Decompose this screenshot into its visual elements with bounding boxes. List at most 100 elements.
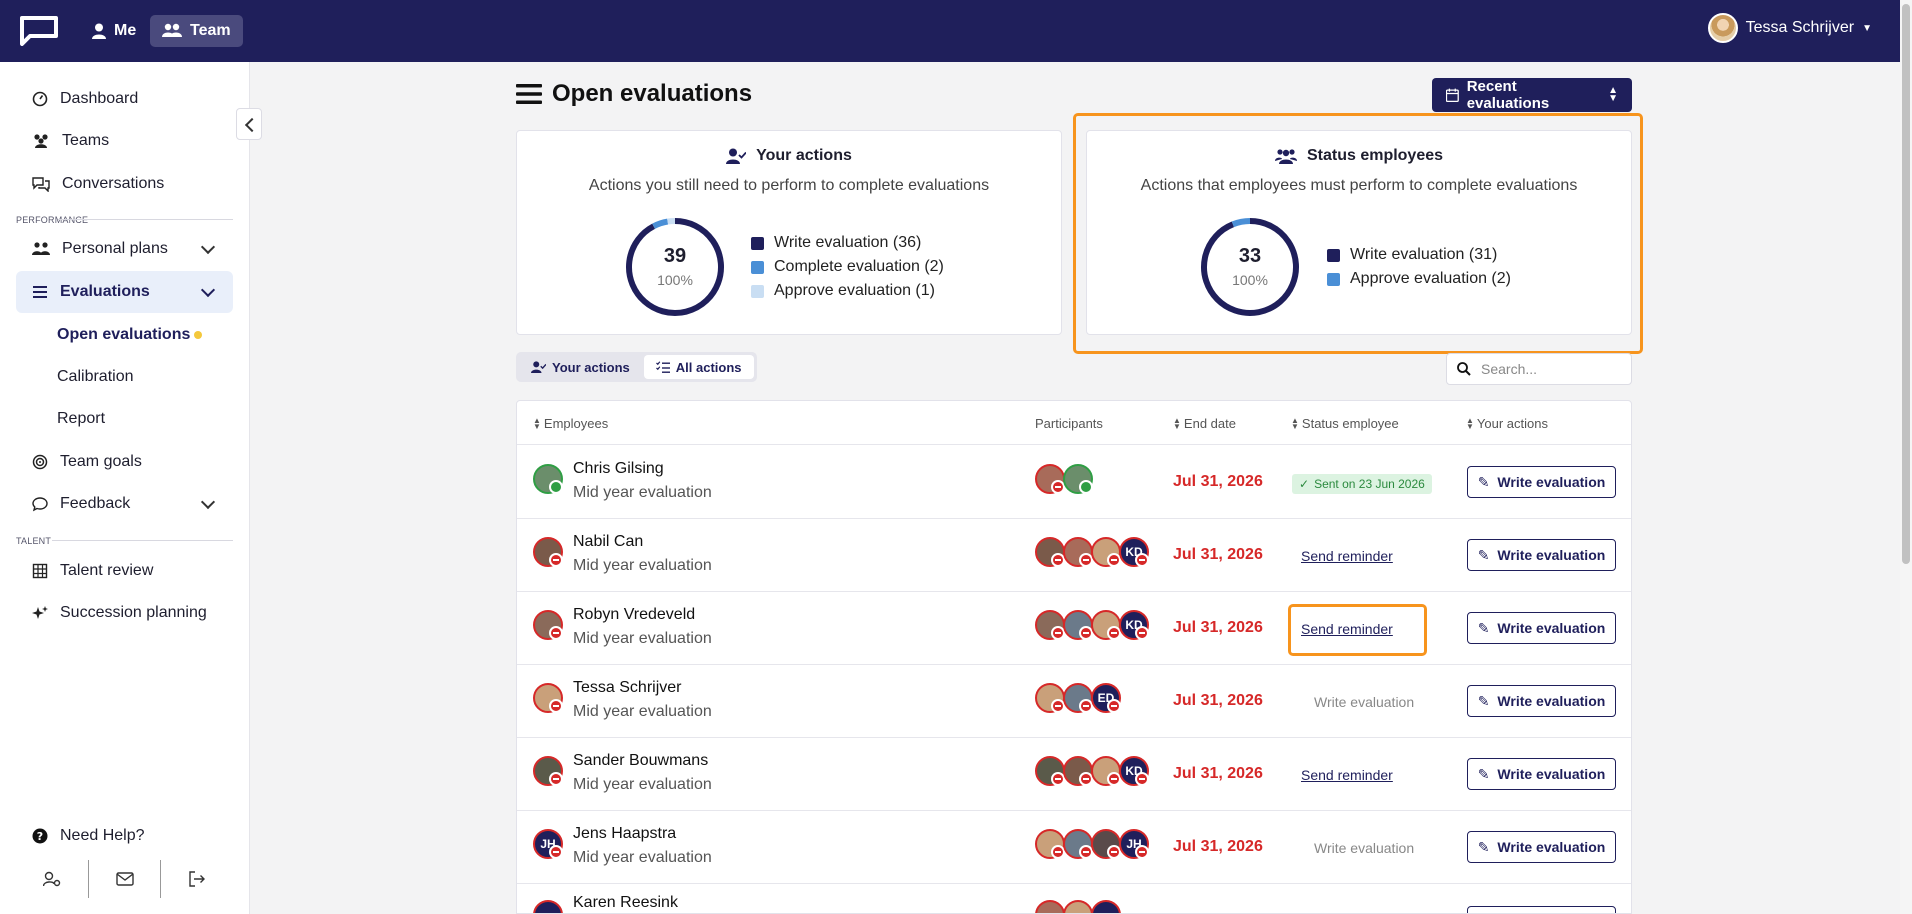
minus-badge-icon [549,626,563,640]
user-menu[interactable]: Tessa Schrijver ▼ [1707,13,1872,43]
highlight-frame [1073,113,1643,354]
nav-me-button[interactable]: Me [80,15,148,47]
feedback-icon [32,497,48,512]
sidebar-item-label: Personal plans [62,240,168,257]
tab-your-actions[interactable]: Your actions [519,355,642,379]
check-badge-icon [1079,480,1093,494]
sidebar-item-evaluations[interactable]: Evaluations [16,271,233,313]
employee-name[interactable]: Robyn Vredeveld [573,606,696,623]
collapse-sidebar-button[interactable] [236,108,262,140]
write-evaluation-button[interactable]: ✎ Write evaluation [1467,758,1616,790]
your-actions-card: Your actions Actions you still need to p… [516,130,1062,335]
column-header-status-employee[interactable]: ▲ ▼ Status employee [1291,416,1399,431]
avatar [1091,610,1121,640]
write-evaluation-button[interactable]: ✎ Write evaluation [1467,685,1616,717]
table-row[interactable]: Karen Reesink [517,884,1631,913]
legend-swatch [1327,248,1340,262]
table-row[interactable]: Sander Bouwmans Mid year evaluation KD J… [517,738,1631,811]
table-row[interactable]: Nabil Can Mid year evaluation KD Jul 31,… [517,519,1631,592]
table-row[interactable]: Chris Gilsing Mid year evaluation Jul 31… [517,446,1631,519]
highlight-frame [1288,604,1427,656]
sidebar-item-feedback[interactable]: Feedback [16,483,233,525]
scrollbar-thumb[interactable] [1902,4,1910,564]
sidebar-subitem-report[interactable]: Report [57,410,106,427]
sidebar-item-dashboard[interactable]: Dashboard [16,78,233,120]
minus-badge-icon [1051,699,1065,713]
avatar: KD [1119,610,1149,640]
employee-name[interactable]: Karen Reesink [573,894,678,911]
end-date: Jul 31, 2026 [1173,692,1263,709]
employee-name[interactable]: Nabil Can [573,533,644,550]
write-evaluation-button[interactable] [1467,906,1616,913]
page-title: Open evaluations [516,80,752,108]
messages-button[interactable] [89,860,162,898]
table-row[interactable]: Robyn Vredeveld Mid year evaluation KD J… [517,592,1631,665]
column-header-your-actions[interactable]: ▲ ▼ Your actions [1466,416,1548,431]
column-header-end-date[interactable]: ▲ ▼ End date [1173,416,1236,431]
section-label-performance: PERFORMANCE [16,215,89,225]
write-evaluation-button[interactable]: ✎ Write evaluation [1467,539,1616,571]
logout-button[interactable] [161,860,233,898]
app-logo-icon[interactable] [16,14,60,46]
minus-badge-icon [1135,845,1149,859]
button-label: Write evaluation [1497,547,1606,563]
legend-label: Complete evaluation (2) [774,258,944,275]
evaluation-type: Mid year evaluation [573,484,712,501]
send-reminder-link[interactable]: Send reminder [1301,767,1393,783]
sidebar-item-label: Teams [62,132,110,149]
avatar [1035,756,1065,786]
send-reminder-link[interactable]: Send reminder [1301,548,1393,564]
personal-plans-icon [32,242,50,255]
sort-icon: ▲ ▼ [1173,415,1181,431]
status-text: Write evaluation [1314,694,1415,710]
profile-settings-button[interactable] [16,860,89,898]
table-row[interactable]: JH Jens Haapstra Mid year evaluation JH … [517,811,1631,884]
search-input[interactable]: Search... [1446,353,1632,385]
sidebar-subitem-calibration[interactable]: Calibration [57,368,134,385]
employee-name[interactable]: Tessa Schrijver [573,679,682,696]
need-help-link[interactable]: ? Need Help? [16,815,233,857]
write-evaluation-button[interactable]: ✎ Write evaluation [1467,612,1616,644]
avatar: JH [533,829,563,859]
table-row[interactable]: Tessa Schrijver Mid year evaluation ED J… [517,665,1631,738]
sidebar-item-teams[interactable]: Teams [16,120,233,162]
check-icon: ✓ [1299,477,1310,491]
sidebar-item-team-goals[interactable]: Team goals [16,441,233,483]
teams-icon [34,134,48,148]
write-evaluation-button[interactable]: ✎ Write evaluation [1467,466,1616,498]
avatar [1707,13,1738,43]
minus-badge-icon [1051,772,1065,786]
scrollbar[interactable] [1900,0,1912,914]
donut-total: 39 [663,245,687,267]
sidebar-item-conversations[interactable]: Conversations [16,163,233,205]
tab-all-actions[interactable]: All actions [643,355,754,379]
employee-name[interactable]: Jens Haapstra [573,825,677,842]
sidebar-item-label: Talent review [60,562,154,579]
send-reminder-link[interactable]: Send reminder [1301,621,1393,637]
minus-badge-icon [1135,553,1149,567]
employee-name[interactable]: Chris Gilsing [573,460,664,477]
avatar [533,537,563,567]
sidebar-item-talent-review[interactable]: Talent review [16,550,233,592]
recent-evaluations-label: Recent evaluations [1466,78,1550,112]
sidebar-item-personal-plans[interactable]: Personal plans [16,228,233,270]
avatar [1063,610,1093,640]
recent-evaluations-select[interactable]: Recent evaluations ▲ ▼ [1432,78,1632,112]
avatar: KD [1119,537,1149,567]
minus-badge-icon [1107,553,1121,567]
employee-name[interactable]: Sander Bouwmans [573,752,709,769]
avatar: ED [1091,683,1121,713]
write-evaluation-button[interactable]: ✎ Write evaluation [1467,831,1616,863]
sidebar-item-succession-planning[interactable]: Succession planning [16,592,233,634]
sort-icon: ▲ ▼ [1291,415,1299,431]
nav-team-button[interactable]: Team [150,15,243,47]
column-header-employees[interactable]: ▲ ▼ Employees [533,416,608,431]
section-divider [52,540,233,541]
avatar [1063,900,1093,913]
minus-badge-icon [1135,626,1149,640]
sidebar-subitem-open-evaluations[interactable]: Open evaluations [57,326,203,344]
minus-badge-icon [1107,626,1121,640]
avatar [533,756,563,786]
legend-label: Write evaluation (36) [774,234,922,251]
calendar-icon [1446,88,1459,102]
